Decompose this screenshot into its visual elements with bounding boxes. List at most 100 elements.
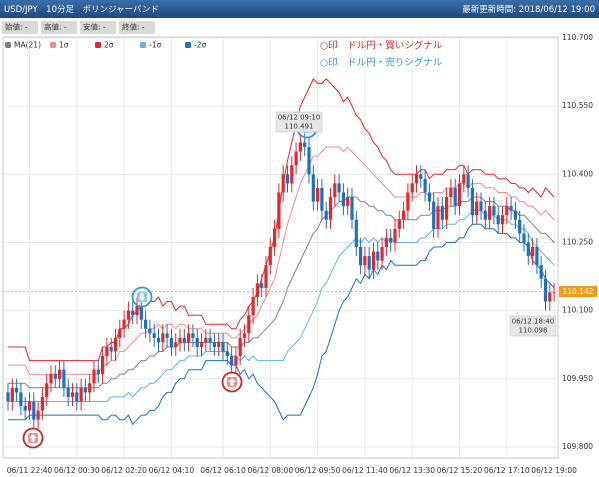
candle-body [470,187,474,216]
candle-body [45,383,49,397]
candle-body [462,174,466,184]
candle-body [505,206,509,216]
candle-body [75,392,79,402]
x-tick-label: 06/12 13:30 [389,466,435,475]
last-price-label: 110.142 [562,287,593,296]
info-bar: 始値: - 高値: - 安値: - 終値: - [2,21,155,34]
y-tick-label: 110.400 [562,169,593,178]
candle-body [40,396,44,411]
band-line [8,223,555,426]
candle-body [303,142,307,148]
candle-body [389,237,393,243]
candle-body [277,192,281,229]
candle-body [96,369,100,375]
x-tick-label: 06/12 02:20 [101,466,147,475]
candle-body [169,337,173,347]
candle-body [397,219,401,229]
candle-body [316,187,320,202]
candle-body [131,310,135,316]
candle-body [126,310,130,320]
candle-body [290,165,294,184]
info-text: 終値: - [122,22,145,32]
candle-body [62,369,66,388]
plot-frame [2,36,559,459]
annotation-high: 06/12 09:10 110.491 [275,111,323,133]
candle-body [273,228,277,247]
candle-body [208,337,212,343]
candle-body [182,337,186,343]
candle-body [204,337,208,343]
info-box [119,21,155,34]
candle-body [333,183,337,198]
candle-body [15,387,19,393]
y-tick-label: 110.550 [562,101,593,110]
candle-body [328,197,333,220]
y-tick-label: 110.100 [562,306,593,315]
x-tick-label: 06/12 00:30 [54,466,100,475]
legend: MA(21) 1σ 2σ -1σ -2σ [5,41,206,50]
candle-body [406,192,410,211]
info-text: 始値: - [5,22,28,32]
info-box [41,21,77,34]
candle-body [436,206,440,229]
candle-body [152,333,156,338]
candle-body [320,187,324,211]
header-title: USD/JPY 10分足 ボリンジャーバンド [4,5,159,15]
legend-swatch [140,42,146,48]
candle-body [479,201,483,211]
candle-body [230,356,234,366]
candle-body [354,219,358,247]
candle-body [367,256,371,270]
candle-body [260,283,264,288]
candle-body [178,337,182,343]
candle-body [500,215,505,225]
candle-body [199,342,204,347]
candle-body [212,342,216,347]
candle-body [423,178,427,193]
candle-body [376,251,380,261]
legend-swatch [95,42,101,48]
x-tick-label: 06/12 08:00 [247,466,293,475]
candle-body [337,183,341,193]
candle-body [466,174,470,188]
candle-body [285,174,290,184]
candle-body [518,219,522,234]
y-tick-label: 110.250 [562,237,593,246]
candle-body [475,201,479,216]
x-tick-label: 06/11 22:40 [7,466,53,475]
signal-legend-sell: ○印 ドル円・売りシグナル [320,57,443,69]
candle-body [522,233,526,243]
candle-body [92,369,96,384]
info-box [80,21,116,34]
candle-body [419,174,423,179]
candle-body [221,342,225,352]
candle-body [225,351,229,357]
candle-body [58,369,62,379]
candle-body [19,392,23,407]
grid: 109.800 109.950 110.100 110.250 110.400 110.5… [3,33,593,475]
candle-body [509,206,513,211]
annotation-value: 110.491 [285,123,314,131]
legend-label: 2σ [104,41,114,50]
candle-body [195,337,199,347]
last-price-tag [559,286,597,298]
candle-body [49,374,53,384]
legend-label: 1σ [59,41,69,50]
candle-body [165,333,169,338]
candle-body [32,401,36,420]
candle-body [79,387,83,402]
sell-signal [131,286,153,308]
legend-swatch [50,42,56,48]
candle-body [109,346,113,352]
candle-body [371,251,376,270]
candle-body [483,210,487,220]
candle-body [384,237,388,247]
band-line [8,196,555,389]
legend-label: MA(21) [14,41,41,50]
candle-body [543,278,548,302]
candle-body [27,401,32,411]
y-tick-label: 109.950 [562,374,593,383]
candle-body [101,356,105,375]
candle-body [453,187,457,207]
